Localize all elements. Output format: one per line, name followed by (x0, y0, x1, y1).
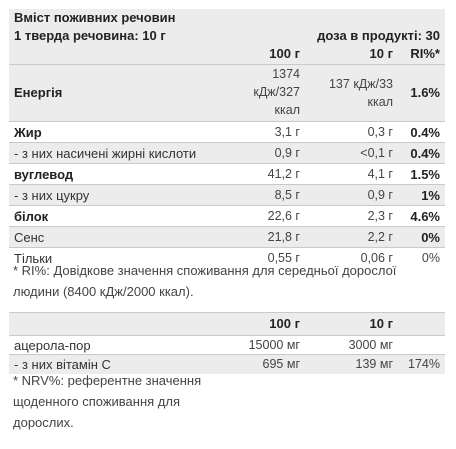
row-ri: 4.6% (410, 209, 440, 224)
column-header-10g: 10 г (369, 316, 394, 331)
row-name: вуглевод (14, 167, 74, 182)
row-ri: 1.5% (410, 167, 440, 182)
row-name: Жир (14, 125, 42, 140)
divider (9, 247, 445, 248)
nrv-footnote-line2: щоденного споживання для (13, 394, 180, 409)
table-row: Сенс 21,8 г 2,2 г 0% (9, 227, 445, 247)
ri-footnote: * RI%: Довідкове значення споживання для… (13, 260, 396, 302)
row-value-100g: 695 мг (262, 357, 300, 371)
row-name: - з них насичені жирні кислоти (14, 146, 197, 161)
divider (9, 335, 445, 336)
ri-footnote-line1: * RI%: Довідкове значення споживання для… (13, 263, 397, 278)
row-name: Тільки (14, 251, 53, 266)
row-name: Енергія (14, 85, 63, 100)
table-row: Тільки 0,55 г 0,06 г 0% (9, 248, 445, 268)
row-value-100g: 41,2 г (267, 167, 300, 181)
row-value-10g: 4,1 г (367, 167, 393, 181)
row-name: білок (14, 209, 49, 224)
row-value-100g: 3,1 г (274, 125, 300, 139)
row-name: Сенс (14, 230, 45, 245)
row-value-10g: 2,2 г (367, 230, 393, 244)
row-value-100g: 0,9 г (274, 146, 300, 160)
column-header-100g: 100 г (269, 316, 300, 331)
energy-10g-line2: ккал (367, 95, 393, 109)
row-value-100g: 21,8 г (267, 230, 300, 244)
divider (9, 163, 445, 164)
row-value-10g: <0,1 г (360, 146, 393, 160)
row-ri: 0% (421, 230, 440, 245)
divider (9, 184, 445, 185)
row-value-100g: 15000 мг (248, 338, 300, 352)
divider (9, 226, 445, 227)
nrv-footnote-line1: * NRV%: референтне значення (13, 373, 202, 388)
column-header-ri: RI%* (410, 46, 440, 61)
row-value-10g: 139 мг (355, 357, 393, 371)
energy-ri: 1.6% (410, 85, 440, 100)
table-row: вуглевод 41,2 г 4,1 г 1.5% (9, 164, 445, 184)
row-ri: 0.4% (410, 146, 440, 161)
row-value-100g: 8,5 г (274, 188, 300, 202)
row-ri: 1% (421, 188, 440, 203)
column-header-10g: 10 г (369, 46, 394, 61)
table-row: - з них насичені жирні кислоти 0,9 г <0,… (9, 143, 445, 163)
nrv-footnote-line3: дорослих. (13, 415, 74, 430)
row-value-10g: 0,06 г (360, 251, 393, 265)
row-value-10g: 0,9 г (367, 188, 393, 202)
divider (9, 121, 445, 122)
column-header-100g: 100 г (269, 46, 300, 61)
row-value-100g: 0,55 г (267, 251, 300, 265)
serving-size-label: 1 тверда речовина: 10 г (14, 28, 166, 43)
table-title: Вміст поживних речовин (14, 10, 176, 25)
energy-100g-line1: 1374 (272, 67, 300, 81)
nrv-footnote: * NRV%: референтне значення щоденного сп… (13, 370, 201, 433)
ri-footnote-line2: людини (8400 кДж/2000 ккал). (13, 284, 194, 299)
row-ri: 0% (421, 251, 440, 265)
row-name: - з них цукру (14, 188, 90, 203)
table-row: білок 22,6 г 2,3 г 4.6% (9, 206, 445, 226)
table-row: - з них вітамін С 695 мг 139 мг 174% (9, 355, 445, 374)
divider (9, 64, 445, 65)
energy-100g-line3: ккал (274, 103, 300, 117)
table-header: Вміст поживних речовин 1 тверда речовина… (9, 9, 445, 64)
row-ri: 0.4% (410, 125, 440, 140)
row-value-10g: 0,3 г (367, 125, 393, 139)
row-name: ацерола-пор (14, 338, 91, 353)
table-row-energy: Енергія 1374 кДж/327 ккал 137 кДж/33 кка… (9, 65, 445, 121)
table-row: ацерола-пор 15000 мг 3000 мг (9, 336, 445, 354)
energy-100g-line2: кДж/327 (253, 85, 300, 99)
row-nrv: 174% (408, 357, 440, 371)
row-value-10g: 2,3 г (367, 209, 393, 223)
divider (9, 205, 445, 206)
row-name: - з них вітамін С (14, 357, 111, 372)
energy-10g-line1: 137 кДж/33 (328, 77, 393, 91)
servings-per-product-label: доза в продукті: 30 (317, 28, 440, 43)
divider (9, 312, 445, 313)
table2-header: 100 г 10 г (9, 313, 445, 335)
row-value-100g: 22,6 г (267, 209, 300, 223)
divider (9, 142, 445, 143)
row-value-10g: 3000 мг (348, 338, 393, 352)
divider (9, 354, 445, 355)
table-row: Жир 3,1 г 0,3 г 0.4% (9, 122, 445, 142)
table-row: - з них цукру 8,5 г 0,9 г 1% (9, 185, 445, 205)
